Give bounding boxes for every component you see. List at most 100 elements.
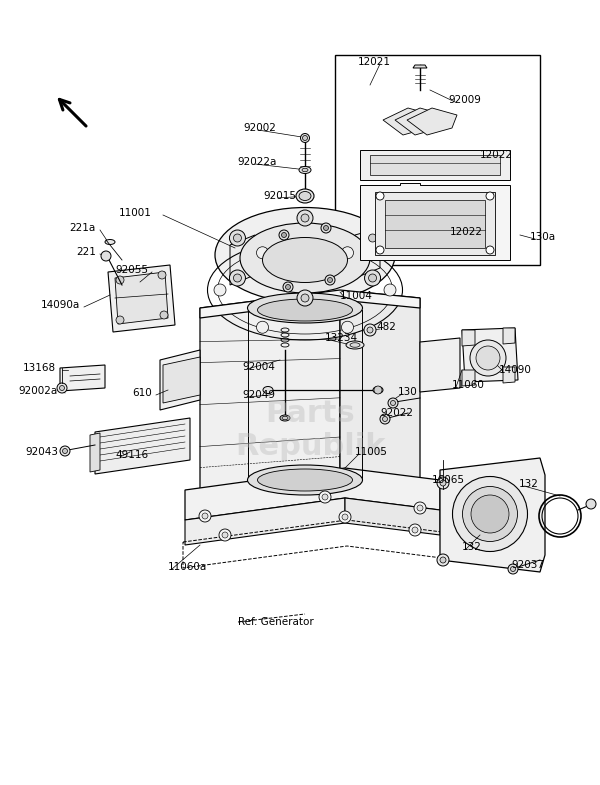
Polygon shape xyxy=(340,290,420,488)
Circle shape xyxy=(486,246,494,254)
Circle shape xyxy=(364,324,376,336)
Text: 92043: 92043 xyxy=(25,447,58,457)
Ellipse shape xyxy=(257,469,353,491)
Polygon shape xyxy=(370,155,500,175)
Text: 12021: 12021 xyxy=(358,57,391,67)
Ellipse shape xyxy=(302,168,308,172)
Circle shape xyxy=(322,494,328,500)
Polygon shape xyxy=(163,357,200,403)
Text: 221a: 221a xyxy=(70,223,96,233)
Circle shape xyxy=(391,400,395,406)
Polygon shape xyxy=(345,498,440,535)
Circle shape xyxy=(376,192,384,200)
Circle shape xyxy=(476,346,500,370)
Circle shape xyxy=(116,316,124,324)
Text: 11001: 11001 xyxy=(119,208,152,218)
Circle shape xyxy=(325,275,335,285)
Circle shape xyxy=(233,234,241,242)
Ellipse shape xyxy=(350,343,360,347)
Circle shape xyxy=(323,225,329,231)
Text: 92022a: 92022a xyxy=(237,157,277,167)
Ellipse shape xyxy=(248,293,362,323)
Circle shape xyxy=(368,234,377,242)
Polygon shape xyxy=(462,370,475,386)
Circle shape xyxy=(339,511,351,523)
Circle shape xyxy=(374,386,382,394)
Text: 14090a: 14090a xyxy=(41,300,80,310)
Text: 92037: 92037 xyxy=(511,560,544,570)
Text: 92049: 92049 xyxy=(242,390,275,400)
Circle shape xyxy=(365,270,380,286)
Text: 132: 132 xyxy=(462,542,482,552)
Circle shape xyxy=(508,564,518,574)
Text: 92055: 92055 xyxy=(115,265,148,275)
Polygon shape xyxy=(95,418,190,474)
Circle shape xyxy=(384,284,396,296)
Circle shape xyxy=(158,271,166,279)
Text: 92009: 92009 xyxy=(448,95,481,105)
Polygon shape xyxy=(360,183,510,260)
Polygon shape xyxy=(355,228,380,278)
Text: 11005: 11005 xyxy=(355,447,388,457)
Text: 130a: 130a xyxy=(530,232,556,242)
Text: 11060: 11060 xyxy=(452,380,485,390)
Polygon shape xyxy=(200,290,420,318)
Ellipse shape xyxy=(248,465,362,495)
Ellipse shape xyxy=(302,136,308,141)
Polygon shape xyxy=(462,330,475,346)
Circle shape xyxy=(440,557,446,563)
Circle shape xyxy=(376,246,384,254)
Circle shape xyxy=(116,276,124,284)
Ellipse shape xyxy=(263,386,273,393)
Circle shape xyxy=(511,567,515,571)
Polygon shape xyxy=(385,200,485,248)
Circle shape xyxy=(59,385,65,390)
Polygon shape xyxy=(185,498,345,545)
Polygon shape xyxy=(503,367,515,383)
Polygon shape xyxy=(375,192,495,255)
Circle shape xyxy=(380,414,390,424)
Text: 130: 130 xyxy=(398,387,418,397)
Polygon shape xyxy=(108,265,175,332)
Text: 12022: 12022 xyxy=(480,150,513,160)
Polygon shape xyxy=(360,150,510,180)
Circle shape xyxy=(229,270,245,286)
Polygon shape xyxy=(413,65,427,68)
Circle shape xyxy=(301,214,309,222)
Text: 610: 610 xyxy=(132,388,152,398)
Circle shape xyxy=(342,514,348,520)
Polygon shape xyxy=(395,108,445,135)
Text: 482: 482 xyxy=(376,322,396,332)
Circle shape xyxy=(257,321,269,334)
Polygon shape xyxy=(200,290,340,498)
Circle shape xyxy=(202,513,208,519)
Ellipse shape xyxy=(346,341,364,349)
Ellipse shape xyxy=(301,133,310,143)
Circle shape xyxy=(367,327,373,333)
Circle shape xyxy=(283,282,293,292)
Circle shape xyxy=(486,192,494,200)
Circle shape xyxy=(62,448,67,454)
Text: 13234: 13234 xyxy=(325,333,358,343)
Ellipse shape xyxy=(296,189,314,203)
Polygon shape xyxy=(115,272,168,324)
Ellipse shape xyxy=(280,415,290,421)
Circle shape xyxy=(60,446,70,456)
Polygon shape xyxy=(503,328,515,344)
Circle shape xyxy=(321,223,331,233)
Polygon shape xyxy=(407,108,457,135)
Text: 11004: 11004 xyxy=(340,291,373,301)
Circle shape xyxy=(417,505,423,511)
Text: 12022: 12022 xyxy=(450,227,483,237)
Polygon shape xyxy=(440,458,545,572)
Circle shape xyxy=(440,480,446,486)
Circle shape xyxy=(297,210,313,226)
Ellipse shape xyxy=(257,299,353,321)
Polygon shape xyxy=(185,468,440,520)
Polygon shape xyxy=(160,350,200,410)
Text: 92002a: 92002a xyxy=(19,386,58,396)
Ellipse shape xyxy=(263,238,347,283)
Circle shape xyxy=(281,232,287,238)
Circle shape xyxy=(409,524,421,536)
Ellipse shape xyxy=(373,386,383,393)
